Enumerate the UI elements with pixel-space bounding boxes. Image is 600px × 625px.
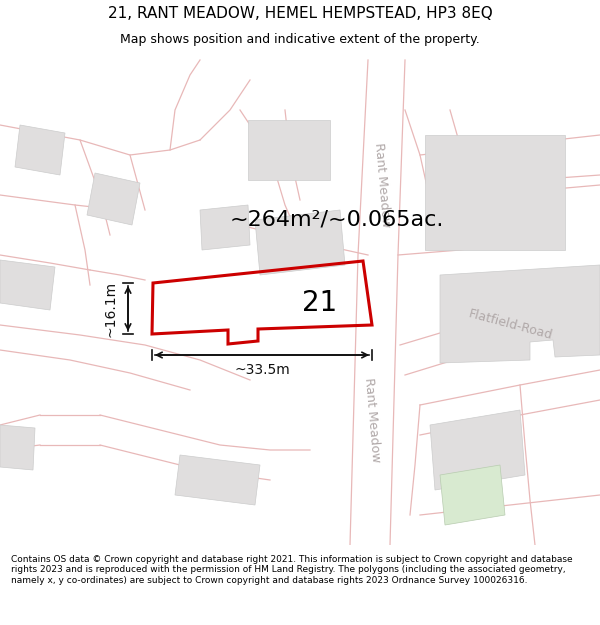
Text: Rant Meadow: Rant Meadow (372, 142, 392, 228)
Polygon shape (0, 260, 55, 310)
Polygon shape (248, 120, 330, 180)
Polygon shape (87, 173, 140, 225)
Text: Flatfield-Road: Flatfield-Road (466, 308, 554, 342)
Polygon shape (15, 125, 65, 175)
Polygon shape (200, 205, 250, 250)
Text: ~264m²/~0.065ac.: ~264m²/~0.065ac. (230, 210, 445, 230)
Polygon shape (0, 425, 35, 470)
Text: Contains OS data © Crown copyright and database right 2021. This information is : Contains OS data © Crown copyright and d… (11, 555, 572, 585)
Text: 21, RANT MEADOW, HEMEL HEMPSTEAD, HP3 8EQ: 21, RANT MEADOW, HEMEL HEMPSTEAD, HP3 8E… (107, 6, 493, 21)
Polygon shape (440, 465, 505, 525)
Text: 21: 21 (302, 289, 338, 317)
Polygon shape (175, 455, 260, 505)
Polygon shape (255, 210, 345, 275)
Text: ~16.1m: ~16.1m (103, 281, 117, 336)
Polygon shape (430, 410, 525, 490)
Text: ~33.5m: ~33.5m (234, 363, 290, 377)
Polygon shape (425, 135, 565, 250)
Polygon shape (440, 265, 600, 363)
Text: Map shows position and indicative extent of the property.: Map shows position and indicative extent… (120, 32, 480, 46)
Text: Rant Meadow: Rant Meadow (362, 377, 382, 463)
